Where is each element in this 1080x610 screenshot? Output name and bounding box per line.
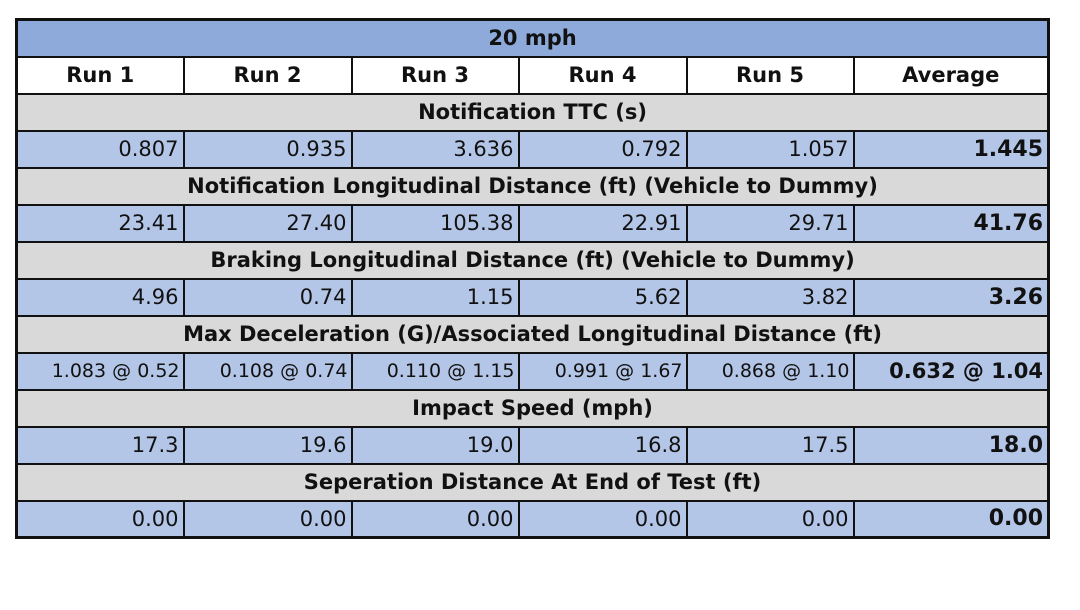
table-cell: 0.110 @ 1.15: [350, 351, 520, 391]
table-cell: 0.935: [182, 129, 353, 169]
column-header-run-2: Run 2: [182, 55, 353, 95]
table-row: 0.807 0.935 3.636 0.792 1.057 1.445: [15, 129, 1050, 169]
section-label: Braking Longitudinal Distance (ft) (Vehi…: [15, 240, 1050, 280]
column-header-row: Run 1 Run 2 Run 3 Run 4 Run 5 Average: [15, 55, 1050, 95]
section-header-row: Seperation Distance At End of Test (ft): [15, 462, 1050, 502]
section-label: Seperation Distance At End of Test (ft): [15, 462, 1050, 502]
table-row: 17.3 19.6 19.0 16.8 17.5 18.0: [15, 425, 1050, 465]
table-cell: 0.792: [517, 129, 688, 169]
table-cell: 19.6: [182, 425, 353, 465]
table-cell: 19.0: [350, 425, 520, 465]
column-header-run-1: Run 1: [15, 55, 185, 95]
table-cell: 1.15: [350, 277, 520, 317]
table-cell: 4.96: [15, 277, 185, 317]
column-header-run-5: Run 5: [685, 55, 855, 95]
table-cell: 3.636: [350, 129, 520, 169]
average-cell: 18.0: [852, 425, 1050, 465]
section-label: Impact Speed (mph): [15, 388, 1050, 428]
table-cell: 29.71: [685, 203, 855, 243]
average-cell: 0.00: [852, 499, 1050, 539]
table-row: 1.083 @ 0.52 0.108 @ 0.74 0.110 @ 1.15 0…: [15, 351, 1050, 391]
table-cell: 0.00: [182, 499, 353, 539]
table-cell: 3.82: [685, 277, 855, 317]
column-header-run-4: Run 4: [517, 55, 688, 95]
table-title-row: 20 mph: [15, 18, 1050, 58]
table-cell: 1.057: [685, 129, 855, 169]
section-header-row: Max Deceleration (G)/Associated Longitud…: [15, 314, 1050, 354]
table-cell: 0.807: [15, 129, 185, 169]
table-row: 0.00 0.00 0.00 0.00 0.00 0.00: [15, 499, 1050, 539]
table-cell: 16.8: [517, 425, 688, 465]
table-title: 20 mph: [15, 18, 1050, 58]
table-cell: 22.91: [517, 203, 688, 243]
section-label: Max Deceleration (G)/Associated Longitud…: [15, 314, 1050, 354]
average-cell: 0.632 @ 1.04: [852, 351, 1050, 391]
table-cell: 0.00: [350, 499, 520, 539]
average-cell: 3.26: [852, 277, 1050, 317]
section-header-row: Notification Longitudinal Distance (ft) …: [15, 166, 1050, 206]
section-header-row: Impact Speed (mph): [15, 388, 1050, 428]
table-cell: 0.00: [517, 499, 688, 539]
section-header-row: Braking Longitudinal Distance (ft) (Vehi…: [15, 240, 1050, 280]
table-cell: 27.40: [182, 203, 353, 243]
average-cell: 41.76: [852, 203, 1050, 243]
table-cell: 105.38: [350, 203, 520, 243]
average-cell: 1.445: [852, 129, 1050, 169]
section-header-row: Notification TTC (s): [15, 92, 1050, 132]
section-label: Notification Longitudinal Distance (ft) …: [15, 166, 1050, 206]
table-cell: 5.62: [517, 277, 688, 317]
table-cell: 0.00: [15, 499, 185, 539]
table-cell: 0.74: [182, 277, 353, 317]
table-row: 23.41 27.40 105.38 22.91 29.71 41.76: [15, 203, 1050, 243]
table-cell: 1.083 @ 0.52: [15, 351, 185, 391]
table-cell: 0.868 @ 1.10: [685, 351, 855, 391]
table-cell: 17.3: [15, 425, 185, 465]
table-cell: 23.41: [15, 203, 185, 243]
results-table: 20 mph Run 1 Run 2 Run 3 Run 4 Run 5 Ave…: [15, 18, 1051, 539]
column-header-run-3: Run 3: [350, 55, 520, 95]
table-cell: 0.00: [685, 499, 855, 539]
table-cell: 0.991 @ 1.67: [517, 351, 688, 391]
results-table-container: 20 mph Run 1 Run 2 Run 3 Run 4 Run 5 Ave…: [15, 18, 1051, 539]
column-header-average: Average: [852, 55, 1050, 95]
table-cell: 0.108 @ 0.74: [182, 351, 353, 391]
table-cell: 17.5: [685, 425, 855, 465]
section-label: Notification TTC (s): [15, 92, 1050, 132]
table-row: 4.96 0.74 1.15 5.62 3.82 3.26: [15, 277, 1050, 317]
